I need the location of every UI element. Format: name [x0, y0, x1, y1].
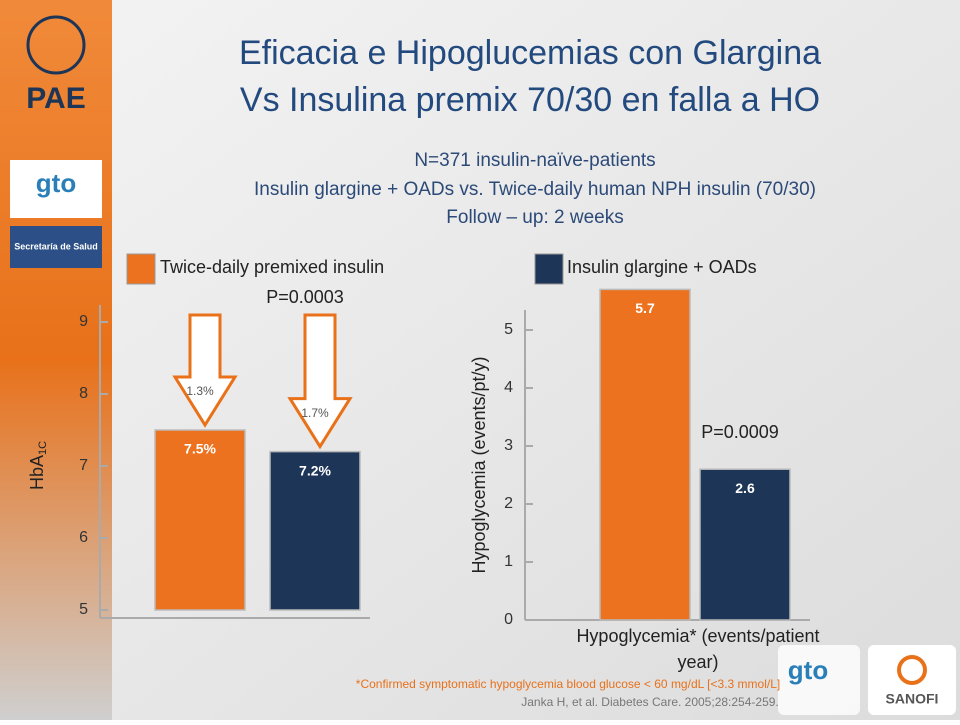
footnote: Janka H, et al. Diabetes Care. 2005;28:2… [521, 695, 779, 709]
value-label: 2.6 [735, 480, 755, 496]
legend-label: Twice-daily premixed insulin [160, 257, 384, 277]
logo-gto: gto [36, 168, 76, 198]
y-tick-label: 0 [504, 611, 513, 628]
logo-gto: gto [788, 655, 828, 685]
logo-box [10, 226, 102, 268]
value-label: 7.2% [299, 462, 331, 478]
y-axis-label-sub: 1C [37, 441, 49, 455]
annotation: 1.7% [301, 406, 329, 420]
bar [599, 288, 691, 621]
y-tick-label: 1 [504, 553, 513, 570]
y-axis-label: Hypoglycemia (events/pt/y) [469, 356, 489, 573]
x-axis-label: year) [677, 652, 718, 672]
y-tick-label: 2 [504, 495, 513, 512]
logo-emblem [26, 15, 86, 75]
y-tick-label: 4 [504, 379, 513, 396]
arrow [172, 313, 238, 428]
subtitle: Follow – up: 2 weeks [446, 207, 623, 228]
value-label: 7.5% [184, 441, 216, 457]
logo-box [778, 645, 860, 715]
title: Eficacia e Hipoglucemias con Glargina [239, 34, 821, 72]
arrow [287, 313, 353, 450]
value-label: 5.7 [635, 300, 655, 316]
logo-salud: Secretaría de Salud [14, 241, 98, 251]
y-axis-label: HbA1C [27, 441, 49, 490]
subtitle: N=371 insulin-naïve-patients [414, 150, 655, 171]
legend-swatch [534, 253, 564, 285]
subtitle: Insulin glargine + OADs vs. Twice-daily … [254, 179, 816, 200]
title: Vs Insulina premix 70/30 en falla a HO [240, 81, 820, 119]
legend-label: Insulin glargine + OADs [567, 257, 757, 277]
sidebar [0, 0, 112, 720]
y-tick-label: 5 [79, 601, 88, 618]
annotation: 1.3% [186, 384, 214, 398]
bar [699, 468, 791, 621]
y-tick-label: 7 [79, 457, 88, 474]
y-axis-label: HbA [27, 455, 47, 490]
x-axis-label: Hypoglycemia* (events/patient [576, 626, 819, 646]
p-value: P=0.0003 [266, 287, 344, 307]
bar [154, 429, 246, 611]
y-tick-label: 6 [79, 529, 88, 546]
y-tick-label: 3 [504, 437, 513, 454]
p-value: P=0.0009 [701, 422, 779, 442]
logo-sanofi: SANOFI [886, 691, 939, 707]
logo-box [868, 645, 956, 715]
logo-pae: PAE [26, 82, 85, 115]
bar [269, 450, 361, 611]
y-tick-label: 9 [79, 313, 88, 330]
y-tick-label: 8 [79, 385, 88, 402]
footnote: *Confirmed symptomatic hypoglycemia bloo… [356, 677, 780, 691]
y-tick-label: 5 [504, 321, 513, 338]
logo-emblem [897, 655, 927, 685]
logo-box [10, 160, 102, 218]
legend-swatch [126, 253, 156, 285]
